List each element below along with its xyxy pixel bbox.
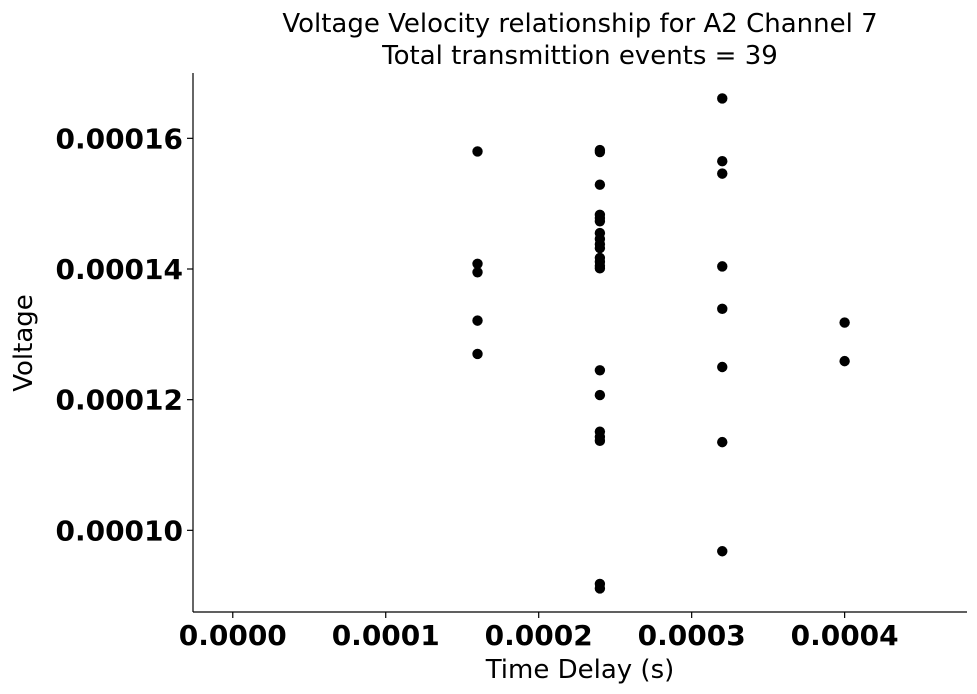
- scatter-point: [594, 146, 606, 158]
- y-ticks: 0.00010 0.00012 0.00014 0.00016: [55, 122, 193, 547]
- scatter-point: [472, 267, 483, 278]
- data-points: [472, 93, 850, 594]
- x-tick-label: 0.0001: [332, 619, 440, 652]
- scatter-point: [717, 361, 728, 373]
- chart-subtitle: Total transmittion events = 39: [381, 41, 778, 71]
- scatter-point: [717, 546, 728, 557]
- chart-title: Voltage Velocity relationship for A2 Cha…: [282, 9, 877, 39]
- x-tick-label: 0.0004: [791, 619, 899, 652]
- y-axis-label: Voltage: [9, 294, 39, 392]
- scatter-point: [717, 93, 728, 104]
- scatter-point: [717, 261, 728, 272]
- x-ticks: 0.0000 0.0001 0.0002 0.0003 0.0004: [179, 612, 899, 652]
- scatter-point: [717, 303, 728, 315]
- scatter-point: [839, 355, 850, 367]
- y-tick-label: 0.00010: [55, 514, 183, 547]
- scatter-point: [717, 168, 728, 179]
- scatter-point: [594, 263, 606, 274]
- scatter-point: [472, 348, 483, 360]
- y-tick-label: 0.00012: [55, 384, 183, 417]
- scatter-point: [594, 179, 606, 190]
- scatter-point: [717, 436, 728, 448]
- scatter-point: [717, 156, 728, 167]
- scatter-point: [594, 583, 606, 594]
- x-tick-label: 0.0000: [179, 619, 287, 652]
- x-tick-label: 0.0003: [638, 619, 746, 652]
- x-axis-label: Time Delay (s): [485, 655, 675, 685]
- y-tick-label: 0.00016: [55, 122, 183, 155]
- axes-spines: [192, 73, 967, 613]
- scatter-point: [839, 317, 850, 328]
- scatter-point: [594, 435, 606, 447]
- scatter-point: [594, 365, 606, 376]
- scatter-point: [594, 216, 606, 227]
- scatter-point: [472, 315, 483, 326]
- x-tick-label: 0.0002: [485, 619, 593, 652]
- scatter-point: [594, 242, 606, 254]
- y-tick-label: 0.00014: [55, 253, 183, 286]
- scatter-point: [472, 258, 483, 269]
- scatter-point: [594, 389, 606, 401]
- scatter-point: [472, 146, 483, 157]
